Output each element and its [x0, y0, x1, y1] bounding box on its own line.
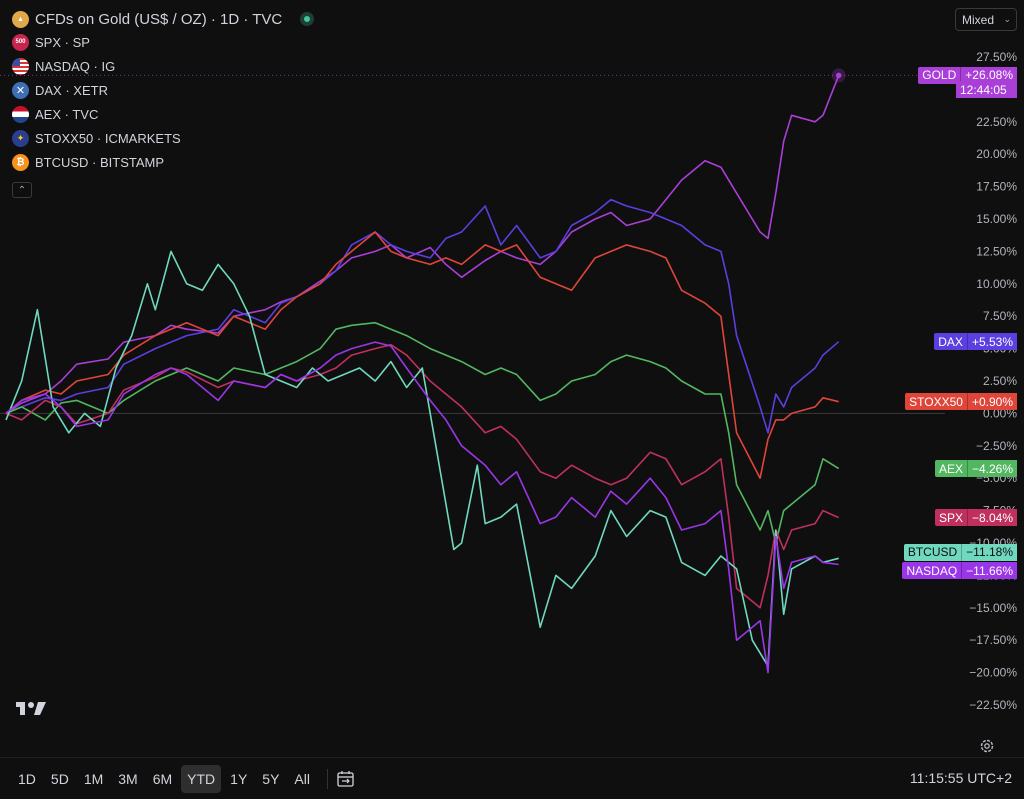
legend-item-label: BTCUSD · BITSTAMP	[35, 154, 165, 170]
spx-icon: 500	[12, 33, 29, 51]
timeframe-3m[interactable]: 3M	[118, 770, 138, 787]
timeframe-1y[interactable]: 1Y	[230, 770, 248, 787]
gold-last-point[interactable]	[835, 72, 842, 79]
market-status-icon[interactable]	[300, 12, 315, 26]
legend-item-aex[interactable]: AEX · TVC	[12, 102, 314, 126]
price-badge-dax: DAX +5.53%	[934, 333, 1017, 351]
y-tick-label: 7.50%	[983, 309, 1017, 323]
y-tick-label: 27.50%	[976, 50, 1017, 64]
timeframe-6m[interactable]: 6M	[152, 770, 173, 787]
price-badge-gold: GOLD +26.08%	[918, 66, 1017, 84]
badge-value: −4.26%	[966, 460, 1017, 478]
tradingview-logo[interactable]	[16, 702, 46, 715]
legend-item-label: STOXX50 · ICMARKETS	[35, 130, 181, 146]
chart-plot-area[interactable]: 25FebMarApr	[0, 0, 945, 731]
y-tick-label: 17.50%	[976, 180, 1017, 194]
badge-value: +0.90%	[966, 393, 1017, 411]
price-badge-stoxx50: STOXX50 +0.90%	[905, 393, 1017, 411]
clock[interactable]: 11:15:55 UTC+2	[909, 770, 1012, 786]
series-line-aex[interactable]	[5, 321, 840, 544]
badge-name: AEX	[934, 460, 967, 478]
series-line-nasdaq[interactable]	[5, 341, 839, 674]
legend-item-label: AEX · TVC	[35, 106, 99, 122]
price-badge-nasdaq: NASDAQ −11.66%	[902, 562, 1017, 579]
us-flag-icon	[12, 57, 29, 75]
series-line-spx[interactable]	[5, 343, 840, 609]
badge-name: SPX	[934, 509, 967, 527]
chevron-down-icon: ⌄	[1003, 14, 1011, 24]
price-badge-gold-time: 12:44:05	[956, 81, 1017, 99]
chart-title: CFDs on Gold (US$ / OZ) · 1D · TVC	[35, 10, 283, 28]
y-tick-label: 12.50%	[976, 244, 1017, 258]
badge-name: STOXX50	[905, 393, 967, 411]
y-tick-label: −20.00%	[969, 666, 1017, 680]
legend-item-dax[interactable]: ✕ DAX · XETR	[12, 78, 314, 102]
gold-icon: ▲	[12, 10, 29, 28]
legend-item-spx[interactable]: 500 SPX · SP	[12, 30, 314, 54]
badge-time: 12:44:05	[960, 82, 1007, 97]
y-tick-label: 15.00%	[976, 212, 1017, 226]
y-tick-label: −15.00%	[969, 601, 1017, 615]
badge-name: DAX	[934, 333, 967, 351]
legend-title-row[interactable]: ▲ CFDs on Gold (US$ / OZ) · 1D · TVC	[12, 8, 315, 30]
badge-value: −8.04%	[966, 509, 1017, 527]
badge-value: +26.08%	[960, 66, 1017, 84]
legend: ▲ CFDs on Gold (US$ / OZ) · 1D · TVC 500…	[12, 8, 315, 198]
legend-item-stoxx50[interactable]: ✦ STOXX50 · ICMARKETS	[12, 126, 314, 150]
badge-name: NASDAQ	[902, 562, 962, 579]
toolbar-divider	[326, 768, 328, 789]
bitcoin-icon: ₿	[12, 153, 29, 171]
y-tick-label: 22.50%	[976, 115, 1017, 129]
badge-value: −11.18%	[961, 543, 1017, 561]
badge-name: BTCUSD	[903, 543, 962, 561]
series-line-btcusd[interactable]	[5, 250, 839, 667]
series-line-gold[interactable]	[5, 75, 840, 415]
badge-value: +5.53%	[966, 333, 1017, 351]
y-tick-label: 2.50%	[983, 374, 1017, 388]
y-tick-label: −22.50%	[969, 698, 1017, 712]
legend-item-label: DAX · XETR	[35, 82, 108, 98]
y-tick-label: 20.00%	[976, 147, 1017, 161]
chevron-up-icon: ⌃	[17, 184, 27, 196]
scale-mode-value: Mixed	[962, 12, 995, 27]
legend-collapse-button[interactable]: ⌃	[12, 182, 32, 198]
badge-name: GOLD	[918, 66, 961, 84]
price-axis[interactable]: 27.50%25.00%22.50%20.00%17.50%15.00%12.5…	[945, 0, 1024, 731]
xetra-icon: ✕	[12, 81, 29, 99]
legend-item-nasdaq[interactable]: NASDAQ · IG	[12, 54, 314, 78]
series-line-stoxx50[interactable]	[5, 231, 839, 480]
price-badge-spx: SPX −8.04%	[934, 509, 1017, 527]
y-axis-ticks: 27.50%25.00%22.50%20.00%17.50%15.00%12.5…	[969, 50, 1017, 712]
price-badge-btcusd: BTCUSD −11.18%	[903, 543, 1017, 561]
timeframe-1d[interactable]: 1D	[18, 770, 36, 787]
series-layer	[5, 68, 846, 674]
scale-mode-select[interactable]: Mixed ⌄	[955, 8, 1017, 31]
eu-flag-icon: ✦	[12, 129, 29, 147]
y-tick-label: 10.00%	[976, 277, 1017, 291]
timeframe-5d[interactable]: 5D	[50, 770, 69, 787]
netherlands-flag-icon	[12, 105, 29, 123]
bottom-toolbar: 1D 5D 1M 3M 6M YTD 1Y 5Y All 11:15:55 UT…	[0, 757, 1024, 799]
legend-item-label: NASDAQ · IG	[35, 58, 116, 74]
price-badge-aex: AEX −4.26%	[934, 460, 1017, 478]
gear-icon[interactable]	[978, 737, 996, 755]
timeframe-1m[interactable]: 1M	[83, 770, 104, 787]
timeframe-5y[interactable]: 5Y	[262, 770, 280, 787]
series-line-dax[interactable]	[5, 198, 840, 434]
badge-value: −11.66%	[961, 562, 1017, 579]
legend-item-btcusd[interactable]: ₿ BTCUSD · BITSTAMP	[12, 150, 314, 174]
date-range-icon[interactable]	[336, 770, 356, 788]
legend-item-label: SPX · SP	[35, 34, 90, 50]
timeframe-ytd[interactable]: YTD	[181, 764, 222, 793]
timeframe-all[interactable]: All	[294, 770, 310, 787]
y-tick-label: −2.50%	[976, 439, 1017, 453]
y-tick-label: −17.50%	[969, 633, 1017, 647]
